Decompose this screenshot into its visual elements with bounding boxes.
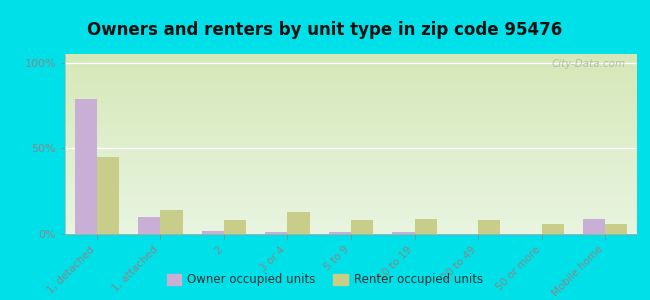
Bar [329, 232, 351, 234]
Bar [541, 224, 564, 234]
Legend: Owner occupied units, Renter occupied units: Owner occupied units, Renter occupied un… [162, 269, 488, 291]
Bar [202, 231, 224, 234]
Bar [161, 210, 183, 234]
Bar [265, 232, 287, 234]
Bar [478, 220, 500, 234]
Bar [605, 224, 627, 234]
Bar [224, 220, 246, 234]
Bar [287, 212, 309, 234]
Text: City-Data.com: City-Data.com [551, 59, 625, 69]
Bar [415, 219, 437, 234]
Bar [75, 99, 97, 234]
Bar [138, 217, 161, 234]
Text: Owners and renters by unit type in zip code 95476: Owners and renters by unit type in zip c… [87, 21, 563, 39]
Bar [97, 157, 119, 234]
Bar [351, 220, 373, 234]
Bar [393, 232, 415, 234]
Bar [583, 219, 605, 234]
